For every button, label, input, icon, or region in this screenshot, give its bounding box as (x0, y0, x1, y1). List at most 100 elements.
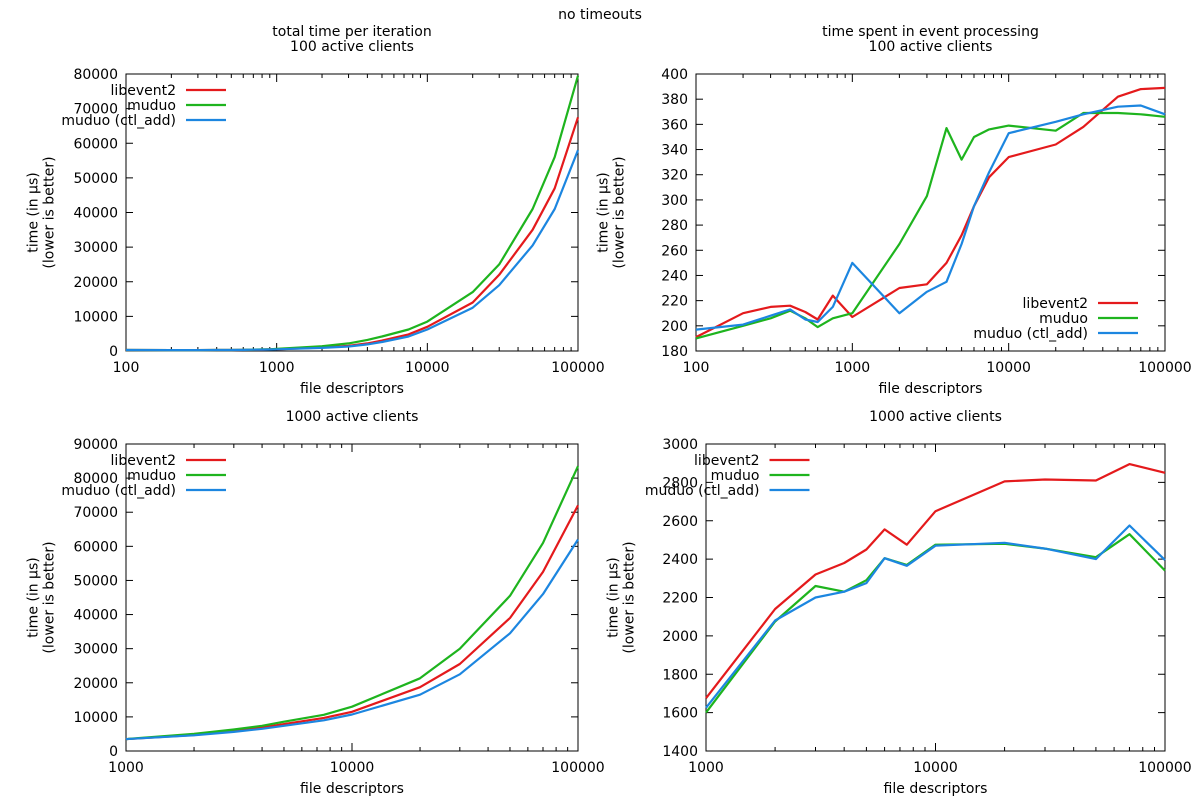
x-axis-label: file descriptors (300, 381, 404, 397)
y-tick-label: 60000 (73, 539, 118, 555)
series-line-muduo (125, 75, 580, 352)
y-tick-label: 180 (661, 344, 688, 360)
y-tick-label: 320 (661, 168, 688, 184)
x-tick-label: 10000 (405, 360, 450, 376)
y-tick-label: 400 (661, 67, 688, 83)
y-tick-label: 280 (661, 218, 688, 234)
y-axis-label-line: time (in µs) (26, 557, 42, 637)
legend-label-muduo-ctl-add: muduo (ctl_add) (973, 326, 1088, 342)
x-tick-label: 100000 (1138, 360, 1191, 376)
y-tick-label: 40000 (73, 608, 118, 624)
y-axis-label-line: (lower is better) (622, 541, 638, 653)
x-tick-label: 10000 (986, 360, 1031, 376)
y-axis-label-line: time (in µs) (26, 172, 42, 252)
y-tick-label: 380 (661, 92, 688, 108)
y-axis-label: time (in µs)(lower is better) (26, 156, 58, 268)
y-tick-label: 0 (109, 744, 118, 760)
chart-total-time-1000-clients: 1000 active clients 0 10000 20000 30000 40000… (26, 409, 605, 797)
y-axis-label-line: time (in µs) (606, 557, 622, 637)
y-tick-label: 240 (661, 268, 688, 284)
legend-label-muduo: muduo (127, 468, 176, 484)
y-tick-label: 50000 (73, 573, 118, 589)
x-tick-label: 1000 (688, 760, 724, 776)
y-axis-label: time (in µs)(lower is better) (596, 156, 628, 268)
chart-title: 1000 active clients (869, 409, 1002, 425)
y-axis-label-line: (lower is better) (42, 541, 58, 653)
legend-label-muduo-ctl-add: muduo (ctl_add) (61, 483, 176, 499)
y-tick-label: 1400 (662, 744, 698, 760)
x-tick-label: 100000 (551, 360, 604, 376)
x-axis-label: file descriptors (884, 781, 988, 797)
figure-title: no timeouts (558, 7, 642, 23)
y-tick-label: 200 (661, 319, 688, 335)
y-tick-label: 1600 (662, 706, 698, 722)
chart-event-processing-1000-clients: 1000 active clients 1400 1600 1800 2000 2200 2… (606, 409, 1192, 797)
y-tick-label: 30000 (73, 642, 118, 658)
plot-frame (125, 73, 579, 352)
y-tick-label: 80000 (73, 67, 118, 83)
chart-title: total time per iteration (272, 24, 431, 40)
y-tick-label: 360 (661, 117, 688, 133)
legend-label-libevent2: libevent2 (1023, 296, 1088, 312)
x-tick-label: 100 (113, 360, 140, 376)
legend-label-muduo: muduo (1039, 311, 1088, 327)
y-tick-label: 2600 (662, 514, 698, 530)
series-line-muduo-ctl-add (705, 524, 1166, 709)
y-axis-label-line: (lower is better) (612, 156, 628, 268)
series-line-libevent2 (125, 504, 579, 741)
y-tick-label: 1800 (662, 667, 698, 683)
y-tick-label: 90000 (73, 437, 118, 453)
chart-title: 100 active clients (290, 39, 414, 55)
series-line-muduo (695, 111, 1166, 340)
series-line-muduo-ctl-add (125, 149, 580, 352)
y-tick-label: 2400 (662, 552, 698, 568)
y-tick-label: 10000 (73, 710, 118, 726)
legend-label-muduo: muduo (711, 468, 760, 484)
y-axis-label-line: time (in µs) (596, 172, 612, 252)
y-axis-label-line: (lower is better) (42, 156, 58, 268)
y-axis-label: time (in µs)(lower is better) (26, 541, 58, 653)
y-tick-label: 40000 (73, 206, 118, 222)
x-tick-label: 1000 (835, 360, 871, 376)
y-axis-label: time (in µs)(lower is better) (606, 541, 638, 653)
x-tick-label: 1000 (108, 760, 144, 776)
x-tick-label: 100000 (1138, 760, 1191, 776)
x-tick-label: 100000 (551, 760, 604, 776)
y-tick-label: 20000 (73, 275, 118, 291)
x-tick-label: 10000 (913, 760, 958, 776)
x-tick-label: 10000 (330, 760, 375, 776)
x-axis-label: file descriptors (879, 381, 983, 397)
y-tick-label: 3000 (662, 437, 698, 453)
legend-label-libevent2: libevent2 (111, 453, 176, 469)
x-tick-label: 1000 (259, 360, 295, 376)
y-tick-label: 2000 (662, 629, 698, 645)
y-tick-label: 60000 (73, 136, 118, 152)
chart-title: 1000 active clients (286, 409, 419, 425)
chart-title: 100 active clients (869, 39, 993, 55)
legend-label-muduo-ctl-add: muduo (ctl_add) (61, 113, 176, 129)
series-line-muduo (705, 533, 1166, 714)
legend-label-muduo: muduo (127, 98, 176, 114)
y-tick-label: 70000 (73, 505, 118, 521)
y-tick-label: 2800 (662, 475, 698, 491)
x-tick-label: 100 (683, 360, 710, 376)
series-line-libevent2 (695, 86, 1166, 339)
series-line-muduo-ctl-add (695, 104, 1166, 331)
y-tick-label: 260 (661, 243, 688, 259)
chart-title: time spent in event processing (822, 24, 1039, 40)
legend-label-muduo-ctl-add: muduo (ctl_add) (645, 483, 760, 499)
series-line-libevent2 (125, 116, 580, 352)
series-line-muduo-ctl-add (125, 538, 579, 741)
y-tick-label: 10000 (73, 309, 118, 325)
legend-label-libevent2: libevent2 (694, 453, 759, 469)
y-tick-label: 50000 (73, 171, 118, 187)
y-tick-label: 300 (661, 193, 688, 209)
plot-frame (695, 73, 1166, 352)
y-tick-label: 70000 (73, 102, 118, 118)
